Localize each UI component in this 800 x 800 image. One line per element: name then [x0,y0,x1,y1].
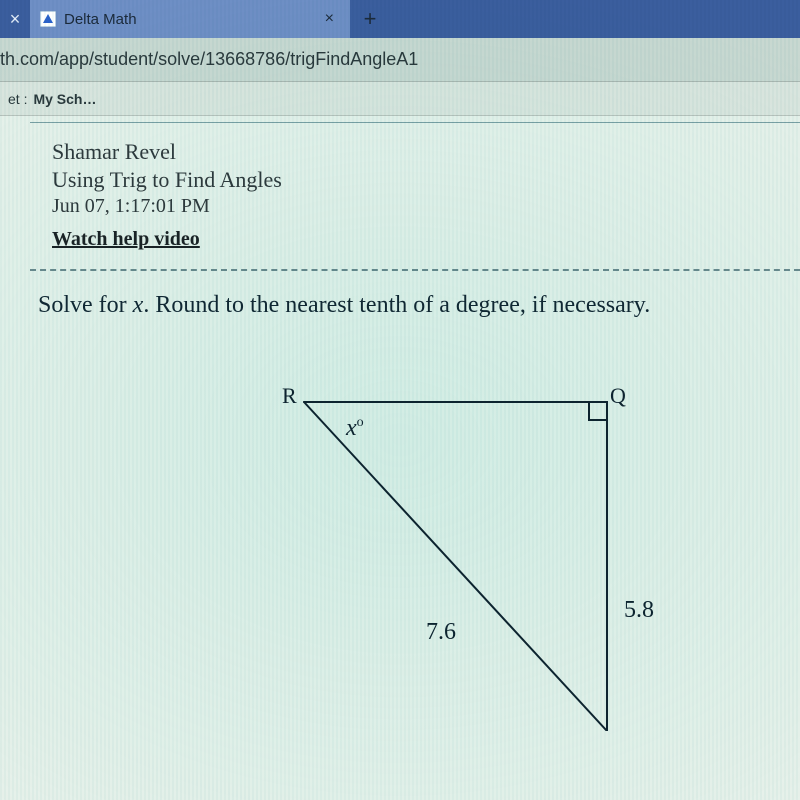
triangle-figure: R Q xo 7.6 5.8 [100,391,700,731]
new-tab-button[interactable]: + [350,0,390,38]
bookmark-item[interactable]: My Sch… [33,91,96,107]
plus-icon: + [364,6,377,32]
address-text: th.com/app/student/solve/13668786/trigFi… [0,49,418,70]
vertex-label-q: Q [610,383,626,409]
angle-label-x: xo [346,415,364,442]
tab-strip: × Delta Math × + [0,0,800,38]
page-content: Shamar Revel Using Trig to Find Angles J… [0,116,800,800]
watch-help-video-link[interactable]: Watch help video [52,228,200,251]
assignment-header: Shamar Revel Using Trig to Find Angles J… [30,122,800,251]
tab-deltamath[interactable]: Delta Math × [30,0,350,38]
address-bar[interactable]: th.com/app/student/solve/13668786/trigFi… [0,38,800,82]
bookmarks-bar: et : My Sch… [0,82,800,116]
assignment-title: Using Trig to Find Angles [52,167,776,193]
vertex-label-r: R [282,383,297,409]
prev-tab-close[interactable]: × [0,0,30,38]
tab-close-icon[interactable]: × [325,10,334,28]
student-name: Shamar Revel [52,139,776,165]
timestamp: Jun 07, 1:17:01 PM [52,195,776,218]
tab-title: Delta Math [64,11,137,28]
problem-prompt: Solve for x. Round to the nearest tenth … [38,289,780,321]
prompt-pre: Solve for [38,292,133,318]
side-label-opposite: 5.8 [624,597,654,624]
close-icon: × [10,9,21,30]
side-label-hypotenuse: 7.6 [426,619,456,646]
bookmark-prefix: et : [8,91,27,107]
divider [30,269,800,271]
prompt-post: . Round to the nearest tenth of a degree… [143,292,650,318]
prompt-variable: x [133,292,144,318]
favicon-icon [40,11,56,27]
triangle-svg [100,391,700,731]
